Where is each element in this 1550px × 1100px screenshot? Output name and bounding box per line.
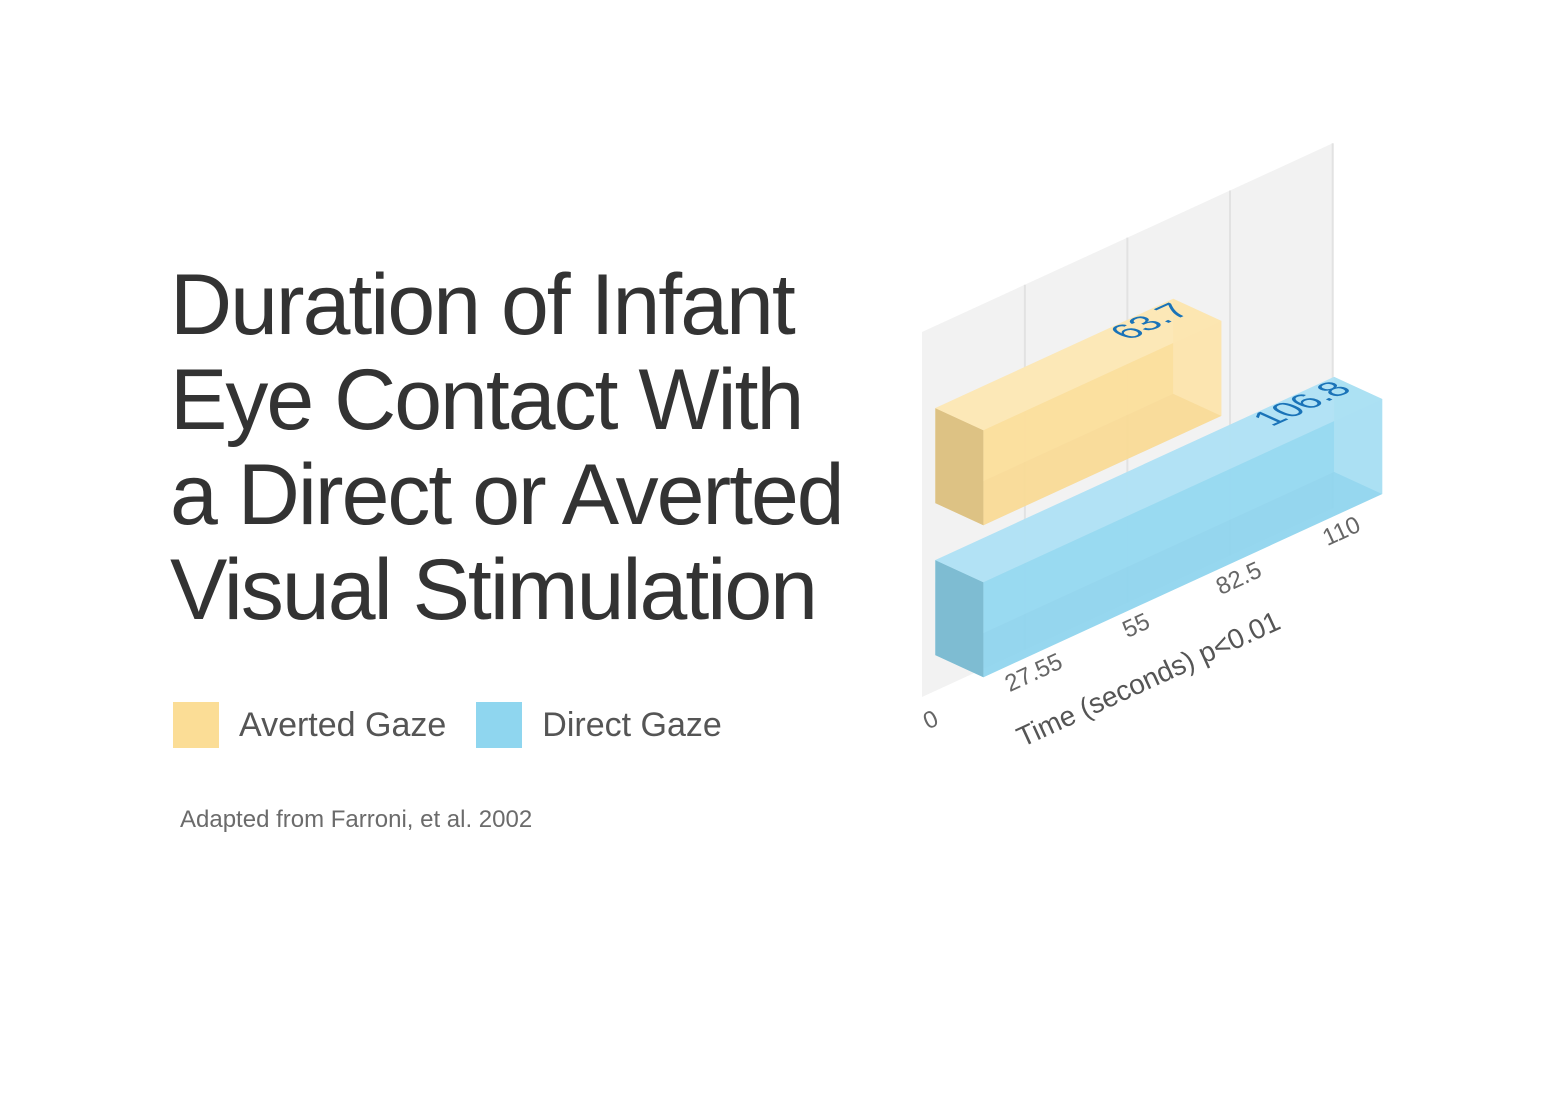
legend-item-averted: Averted Gaze xyxy=(173,702,446,748)
tick-label: 0 xyxy=(919,705,942,735)
bar-end-averted xyxy=(1173,298,1222,416)
legend-label-direct: Direct Gaze xyxy=(542,705,722,744)
chart-title: Duration of Infant Eye Contact With a Di… xyxy=(170,258,890,638)
bar-top-averted xyxy=(935,298,1222,431)
bar-top-direct xyxy=(935,376,1383,583)
bar-end-direct xyxy=(1334,376,1383,494)
title-line-4: Visual Stimulation xyxy=(170,542,818,638)
legend: Averted Gaze Direct Gaze xyxy=(173,702,752,748)
legend-swatch-averted xyxy=(173,702,219,748)
bar-cap-averted xyxy=(935,408,984,526)
title-line-2: Eye Contact With xyxy=(170,352,804,448)
title-line-3: a Direct or Averted xyxy=(170,447,845,543)
legend-label-averted: Averted Gaze xyxy=(239,705,447,744)
legend-item-direct: Direct Gaze xyxy=(476,702,722,748)
source-note: Adapted from Farroni, et al. 2002 xyxy=(180,806,533,833)
bar-direct xyxy=(983,399,1383,678)
title-line-1: Duration of Infant xyxy=(170,257,796,353)
bar-averted xyxy=(983,320,1222,526)
legend-swatch-direct xyxy=(476,702,523,748)
bar-cap-direct xyxy=(935,560,984,678)
tick-label: 55 xyxy=(1118,608,1154,644)
